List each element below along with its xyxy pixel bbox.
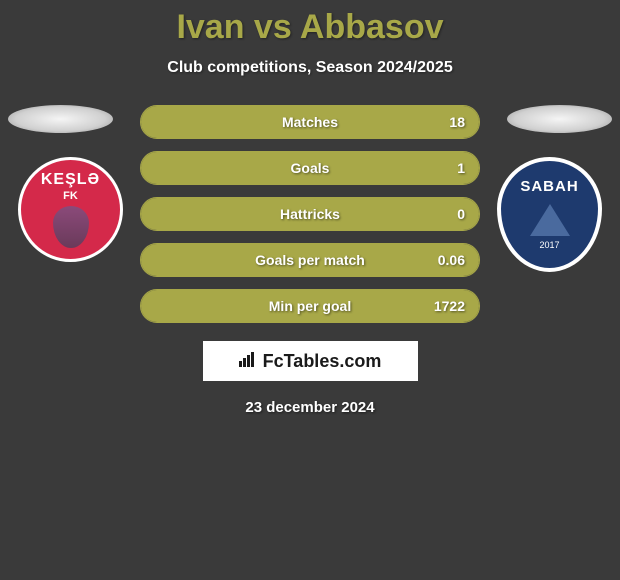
right-club-emblem-icon xyxy=(530,200,570,236)
stat-value: 18 xyxy=(449,114,465,130)
stat-row: Goals 1 xyxy=(140,151,480,185)
stat-label: Goals xyxy=(291,160,330,176)
stat-value: 1 xyxy=(457,160,465,176)
stat-label: Goals per match xyxy=(255,252,365,268)
right-club-year: 2017 xyxy=(539,240,559,250)
page-title: Ivan vs Abbasov xyxy=(0,8,620,47)
stat-value: 1722 xyxy=(434,298,465,314)
stat-value: 0 xyxy=(457,206,465,222)
stat-value: 0.06 xyxy=(438,252,465,268)
right-club-name: SABAH xyxy=(520,179,578,194)
stat-label: Matches xyxy=(282,114,338,130)
brand-text: FcTables.com xyxy=(263,351,382,372)
left-club-badge: KEŞLƏ FK xyxy=(18,157,123,262)
left-player-placeholder xyxy=(8,105,113,133)
stat-label: Hattricks xyxy=(280,206,340,222)
stat-row: Hattricks 0 xyxy=(140,197,480,231)
left-club-name: KEŞLƏ xyxy=(41,172,100,188)
chart-icon xyxy=(239,351,257,372)
content-area: KEŞLƏ FK SABAH 2017 Matches 18 Goals 1 H… xyxy=(0,105,620,416)
stat-label: Min per goal xyxy=(269,298,351,314)
subtitle: Club competitions, Season 2024/2025 xyxy=(0,59,620,77)
left-club-sub: FK xyxy=(63,190,78,202)
date-label: 23 december 2024 xyxy=(0,399,620,416)
right-player-placeholder xyxy=(507,105,612,133)
stat-row: Matches 18 xyxy=(140,105,480,139)
right-club-badge: SABAH 2017 xyxy=(497,157,602,272)
left-club-emblem-icon xyxy=(53,206,89,248)
brand-logo[interactable]: FcTables.com xyxy=(203,341,418,381)
stats-table: Matches 18 Goals 1 Hattricks 0 Goals per… xyxy=(140,105,480,323)
comparison-infographic: Ivan vs Abbasov Club competitions, Seaso… xyxy=(0,0,620,416)
stat-row: Goals per match 0.06 xyxy=(140,243,480,277)
stat-row: Min per goal 1722 xyxy=(140,289,480,323)
